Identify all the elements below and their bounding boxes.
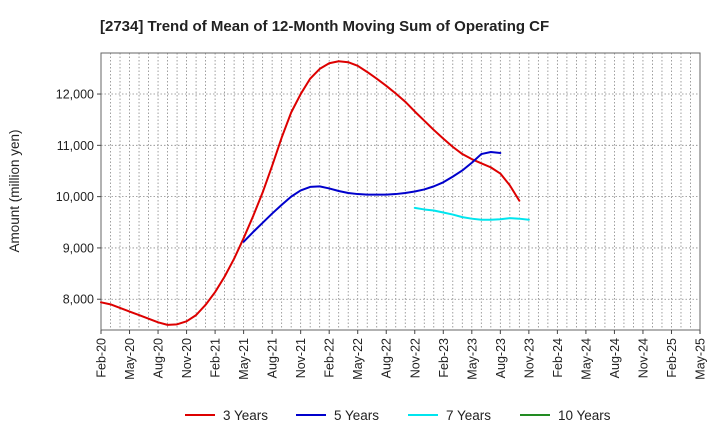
series-line-7-years [413, 206, 530, 221]
y-tick-label: 10,000 [56, 190, 94, 204]
series-layer [100, 60, 530, 326]
x-tick-label: Nov-24 [636, 338, 650, 378]
x-tick-label: Feb-23 [437, 338, 451, 378]
x-tick-label: Feb-21 [209, 338, 223, 378]
legend-label: 10 Years [558, 408, 611, 423]
y-tick-label: 12,000 [56, 88, 94, 102]
x-tick-label: Aug-23 [494, 338, 508, 378]
x-tick-label: May-24 [579, 338, 593, 380]
x-tick-label: May-23 [465, 338, 479, 380]
legend-label: 7 Years [446, 408, 491, 423]
x-tick-label: May-20 [123, 338, 137, 380]
x-tick-label: May-21 [237, 338, 251, 380]
legend: 3 Years 5 Years 7 Years 10 Years [185, 408, 611, 423]
x-axis: Feb-20 May-20 Aug-20 Nov-20 Feb-21 May-21 Aug-… [95, 330, 708, 380]
x-tick-label: Feb-24 [551, 338, 565, 378]
series-line-3-years [100, 60, 521, 326]
x-tick-label: Aug-24 [608, 338, 622, 378]
legend-label: 5 Years [334, 408, 379, 423]
x-tick-label: Nov-21 [294, 338, 308, 378]
x-tick-label: Nov-23 [522, 338, 536, 378]
y-tick-label: 8,000 [63, 293, 94, 307]
plot-frame [100, 52, 701, 331]
series-line-5-years [242, 151, 502, 243]
x-tick-label: May-25 [694, 338, 708, 380]
x-tick-label: Aug-21 [266, 338, 280, 378]
y-axis-label: Amount (million yen) [7, 129, 22, 252]
grid [100, 53, 701, 330]
x-tick-label: Aug-20 [152, 338, 166, 378]
x-tick-label: Aug-22 [380, 338, 394, 378]
y-tick-label: 11,000 [57, 139, 94, 153]
x-tick-label: May-22 [351, 338, 365, 380]
y-tick-label: 9,000 [63, 241, 94, 255]
x-tick-label: Feb-25 [665, 338, 679, 378]
chart-title: [2734] Trend of Mean of 12-Month Moving … [100, 18, 549, 35]
y-axis: 8,000 9,000 10,000 11,000 12,000 [56, 88, 101, 307]
legend-label: 3 Years [223, 408, 268, 423]
x-tick-label: Feb-20 [95, 338, 109, 378]
x-tick-label: Nov-20 [180, 338, 194, 378]
x-tick-label: Feb-22 [323, 338, 337, 378]
x-tick-label: Nov-22 [408, 338, 422, 378]
